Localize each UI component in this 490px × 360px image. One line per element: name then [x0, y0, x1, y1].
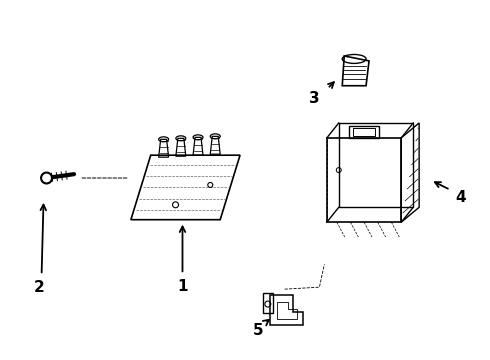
- Text: 5: 5: [252, 323, 263, 338]
- Text: 4: 4: [455, 190, 466, 205]
- Circle shape: [41, 172, 52, 184]
- Text: 3: 3: [309, 91, 320, 106]
- Text: 1: 1: [177, 279, 188, 294]
- Text: 2: 2: [34, 280, 45, 295]
